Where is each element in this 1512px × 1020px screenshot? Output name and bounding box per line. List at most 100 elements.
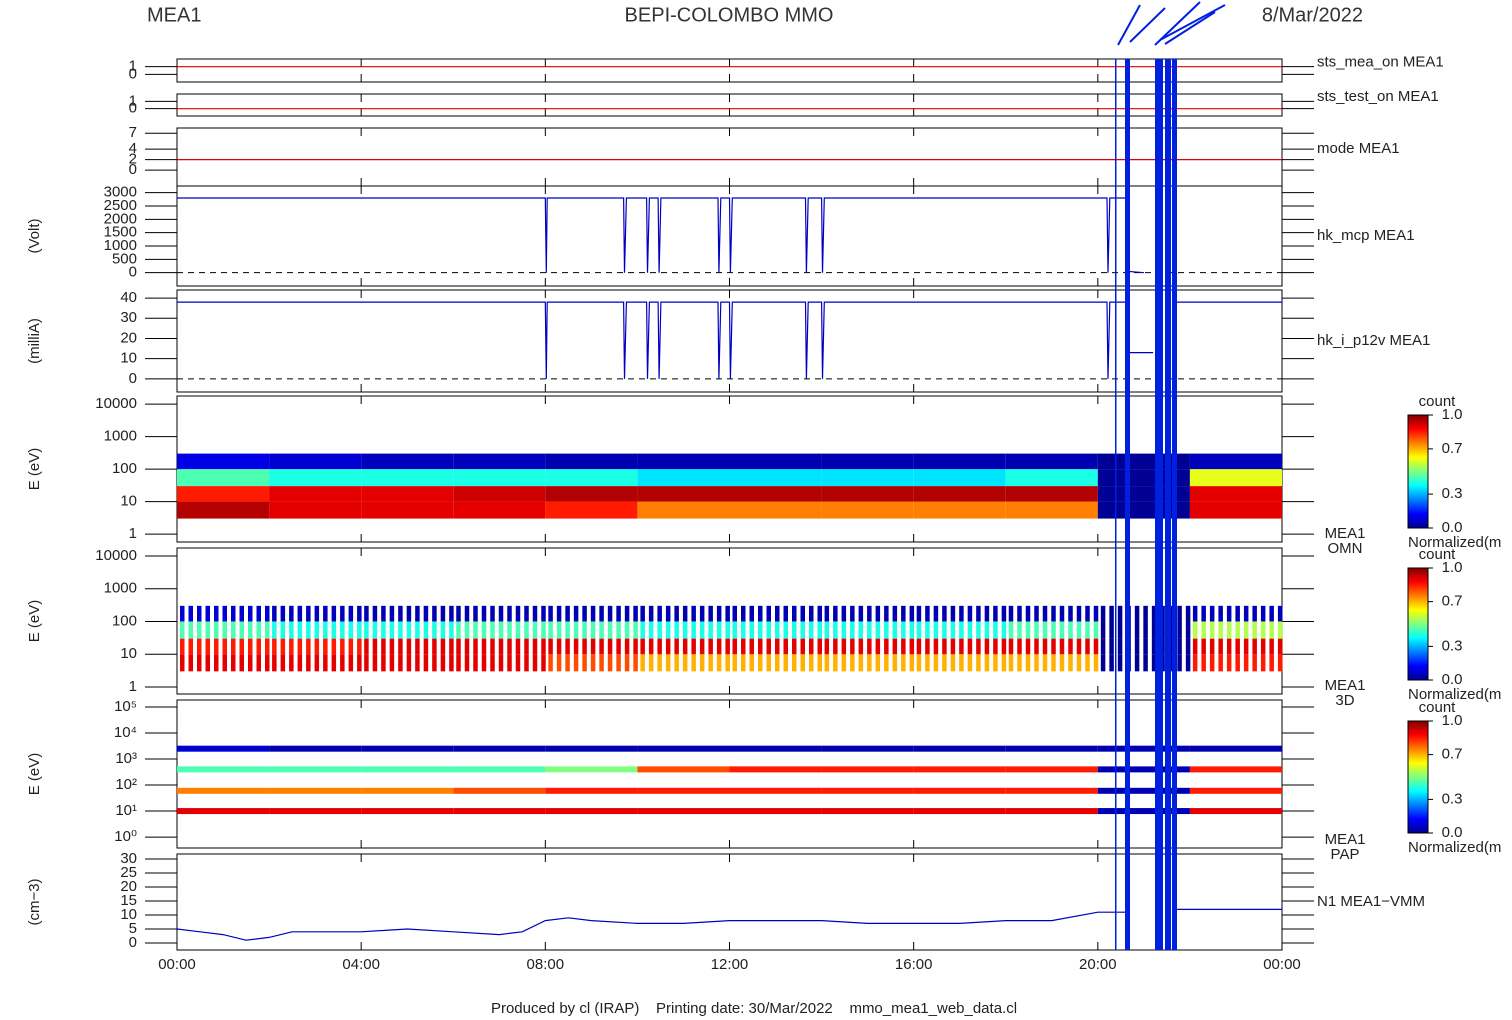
- heat-cell: [1151, 605, 1157, 622]
- y-tick-label: 10⁰: [114, 828, 137, 845]
- header-date: 8/Mar/2022: [1262, 4, 1363, 26]
- heat-cell: [473, 654, 478, 672]
- heat-cell: [1042, 605, 1048, 622]
- heat-cell: [381, 621, 386, 639]
- heat-cell: [524, 605, 529, 622]
- heat-cell: [1189, 808, 1282, 815]
- heat-cell: [1017, 605, 1022, 622]
- heat-cell: [933, 621, 939, 639]
- heat-cell: [1226, 654, 1232, 672]
- heat-cell: [256, 654, 261, 672]
- heat-cell: [1008, 605, 1014, 622]
- heat-cell: [590, 621, 596, 639]
- heat-cell: [984, 638, 990, 655]
- heat-cell: [548, 605, 553, 622]
- heat-cell: [364, 605, 369, 622]
- heat-cell: [1243, 605, 1249, 622]
- heat-cell: [1005, 486, 1098, 502]
- heat-cell: [909, 605, 915, 622]
- heat-cell: [729, 469, 822, 487]
- colorbar-label: Normalized(m: [1408, 686, 1501, 703]
- y-tick-label: 15: [120, 892, 137, 909]
- heat-cell: [648, 654, 654, 672]
- heat-cell: [545, 486, 638, 502]
- heat-cell: [556, 605, 562, 622]
- panel-label: 3D: [1335, 692, 1354, 709]
- heat-cell: [925, 638, 930, 655]
- heat-cell: [361, 501, 454, 519]
- heat-cell: [265, 638, 270, 655]
- heat-cell: [699, 605, 705, 622]
- heat-cell: [817, 654, 822, 672]
- series-label: mode MEA1: [1317, 140, 1400, 157]
- heat-cell: [239, 638, 244, 655]
- heat-cell: [967, 638, 973, 655]
- heat-cell: [858, 605, 864, 622]
- heat-cell: [573, 638, 579, 655]
- heat-cell: [616, 621, 621, 639]
- heat-cell: [340, 654, 345, 672]
- heat-cell: [640, 605, 645, 622]
- heat-cell: [833, 654, 838, 672]
- heat-cell: [1168, 654, 1174, 672]
- heat-cell: [1005, 469, 1098, 487]
- heat-cell: [1017, 621, 1022, 639]
- event-scribble: [1117, 4, 1141, 46]
- heat-cell: [993, 605, 998, 622]
- heat-cell: [1177, 621, 1182, 639]
- heat-cell: [967, 621, 973, 639]
- event-scribble: [1164, 11, 1216, 45]
- heat-cell: [456, 638, 461, 655]
- colorbar-tick-label: 0.3: [1442, 637, 1463, 654]
- heat-cell: [364, 638, 369, 655]
- heat-cell: [214, 654, 219, 672]
- y-tick-label: 10000: [95, 395, 137, 412]
- x-tick-label: 00:00: [1263, 956, 1301, 973]
- heat-cell: [248, 654, 253, 672]
- colorbar: [1407, 720, 1429, 834]
- heat-cell: [1005, 501, 1098, 519]
- heat-cell: [725, 638, 730, 655]
- heat-cell: [364, 621, 369, 639]
- heat-cell: [331, 638, 337, 655]
- heat-cell: [913, 469, 1006, 487]
- heat-cell: [548, 638, 553, 655]
- y-tick-label: 10: [120, 906, 137, 923]
- heat-cell: [545, 808, 638, 815]
- heat-cell: [205, 654, 210, 672]
- heat-cell: [833, 638, 838, 655]
- heat-cell: [1252, 605, 1257, 622]
- heat-cell: [884, 605, 889, 622]
- heat-cell: [269, 745, 362, 752]
- heat-cell: [1189, 745, 1282, 752]
- heat-cell: [515, 621, 521, 639]
- heat-cell: [783, 638, 788, 655]
- series-line: [176, 908, 1282, 941]
- colorbar-tick-label: 1.0: [1442, 559, 1463, 576]
- heat-cell: [637, 469, 730, 487]
- heat-cell: [1192, 621, 1198, 639]
- heat-cell: [1093, 638, 1099, 655]
- heat-cell: [205, 638, 210, 655]
- heat-cell: [248, 621, 253, 639]
- heat-cell: [850, 605, 855, 622]
- heat-cell: [222, 638, 227, 655]
- heat-cell: [490, 654, 495, 672]
- heat-cell: [415, 654, 420, 672]
- heat-cell: [933, 605, 939, 622]
- heat-cell: [1235, 621, 1240, 639]
- y-tick-label: 10000: [95, 547, 137, 564]
- heat-cell: [565, 654, 570, 672]
- heat-cell: [1226, 638, 1232, 655]
- colorbar-tick-label: 0.3: [1442, 790, 1463, 807]
- heat-cell: [532, 621, 538, 639]
- heat-cell: [545, 501, 638, 519]
- heat-cell: [1042, 638, 1048, 655]
- heat-cell: [821, 787, 914, 794]
- heat-cell: [913, 745, 1006, 752]
- heat-cell: [269, 453, 362, 470]
- heat-cell: [590, 605, 596, 622]
- heat-cell: [967, 605, 973, 622]
- heat-cell: [867, 621, 872, 639]
- heat-cell: [532, 605, 538, 622]
